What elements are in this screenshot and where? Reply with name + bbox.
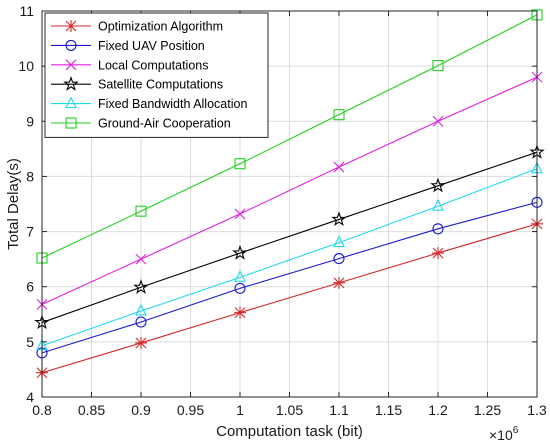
y-tick-label: 9 xyxy=(26,113,34,129)
x-tick-label: 0.9 xyxy=(131,402,151,418)
legend-label: Satellite Computations xyxy=(98,78,223,92)
x-tick-label: 1.1 xyxy=(329,402,349,418)
legend-marker xyxy=(65,117,77,129)
data-point xyxy=(432,60,444,72)
data-point xyxy=(432,115,444,127)
series-line xyxy=(41,223,538,374)
data-point xyxy=(135,316,147,328)
data-point xyxy=(432,198,444,211)
y-tick-label: 7 xyxy=(26,224,34,240)
series xyxy=(36,71,543,310)
legend-entry: Local Computations xyxy=(51,58,208,72)
data-point xyxy=(234,306,246,319)
series-lines xyxy=(34,9,545,379)
y-tick-label: 5 xyxy=(26,334,34,350)
series-line xyxy=(41,151,538,324)
legend-label: Optimization Algorithm xyxy=(98,20,223,34)
data-point xyxy=(232,244,248,260)
data-point xyxy=(135,336,147,349)
legend-marker xyxy=(65,39,77,51)
legend-label: Local Computations xyxy=(98,58,208,72)
y-axis-label: Total Delay(s) xyxy=(5,158,22,250)
data-point xyxy=(135,205,147,217)
legend-marker xyxy=(65,96,77,109)
legend-box xyxy=(44,12,269,138)
x-axis-multiplier: ×106 xyxy=(489,425,519,443)
series-line xyxy=(41,14,538,259)
legend: Optimization Algorithm Fixed UAV Position… xyxy=(44,12,269,138)
x-tick-label: 1.2 xyxy=(428,402,448,418)
data-point xyxy=(333,276,345,289)
data-point xyxy=(333,235,345,248)
legend-entry: Fixed Bandwidth Allocation xyxy=(51,96,247,111)
y-tick-label: 8 xyxy=(26,168,34,184)
x-tick-label: 1.3 xyxy=(527,402,547,418)
data-point xyxy=(432,223,444,235)
legend-entry: Fixed UAV Position xyxy=(51,39,205,53)
x-axis-label: Computation task (bit) xyxy=(216,423,363,440)
x-axis-multiplier-base: ×10 xyxy=(489,427,513,443)
data-point xyxy=(234,208,246,220)
data-point xyxy=(333,161,345,173)
series xyxy=(36,196,543,359)
legend-label: Ground-Air Cooperation xyxy=(98,117,231,131)
x-tick-label: 1.05 xyxy=(276,402,303,418)
legend-entry: Satellite Computations xyxy=(51,76,223,92)
series xyxy=(36,161,543,351)
data-point xyxy=(333,109,345,121)
y-tick-label: 4 xyxy=(26,389,34,405)
legend-label: Fixed UAV Position xyxy=(98,39,205,53)
legend-label: Fixed Bandwidth Allocation xyxy=(98,97,247,111)
data-point xyxy=(333,253,345,265)
data-point xyxy=(135,303,147,316)
legend-marker xyxy=(63,76,79,91)
series-line xyxy=(41,76,538,305)
data-point xyxy=(234,282,246,294)
y-tick-label: 11 xyxy=(19,3,34,19)
legend-marker xyxy=(65,59,77,71)
axis-ticks: 0.8 0.85 0.9 0.95 1 1.05 1.1 1.15 1.2 1.25 1.3 4 5 6 7… xyxy=(18,3,547,418)
x-tick-label: 0.95 xyxy=(177,402,204,418)
x-axis-multiplier-exponent: 6 xyxy=(513,425,519,436)
data-point xyxy=(430,177,446,193)
data-point xyxy=(234,270,246,282)
data-point xyxy=(432,247,444,260)
legend-marker xyxy=(65,20,77,32)
x-tick-label: 1.25 xyxy=(474,402,501,418)
x-tick-label: 0.8 xyxy=(32,402,52,418)
data-point xyxy=(331,211,347,227)
series xyxy=(36,9,543,264)
x-tick-label: 0.85 xyxy=(78,402,105,418)
y-tick-label: 6 xyxy=(26,279,34,295)
data-point xyxy=(135,253,147,265)
series-line xyxy=(41,201,538,354)
y-tick-label: 10 xyxy=(18,58,34,74)
legend-entry: Ground-Air Cooperation xyxy=(51,117,231,131)
series-line xyxy=(41,168,538,347)
x-tick-label: 1 xyxy=(236,402,244,418)
x-tick-label: 1.15 xyxy=(375,402,402,418)
legend-entry: Optimization Algorithm xyxy=(51,20,223,34)
data-point xyxy=(133,279,149,294)
data-point xyxy=(234,158,246,170)
